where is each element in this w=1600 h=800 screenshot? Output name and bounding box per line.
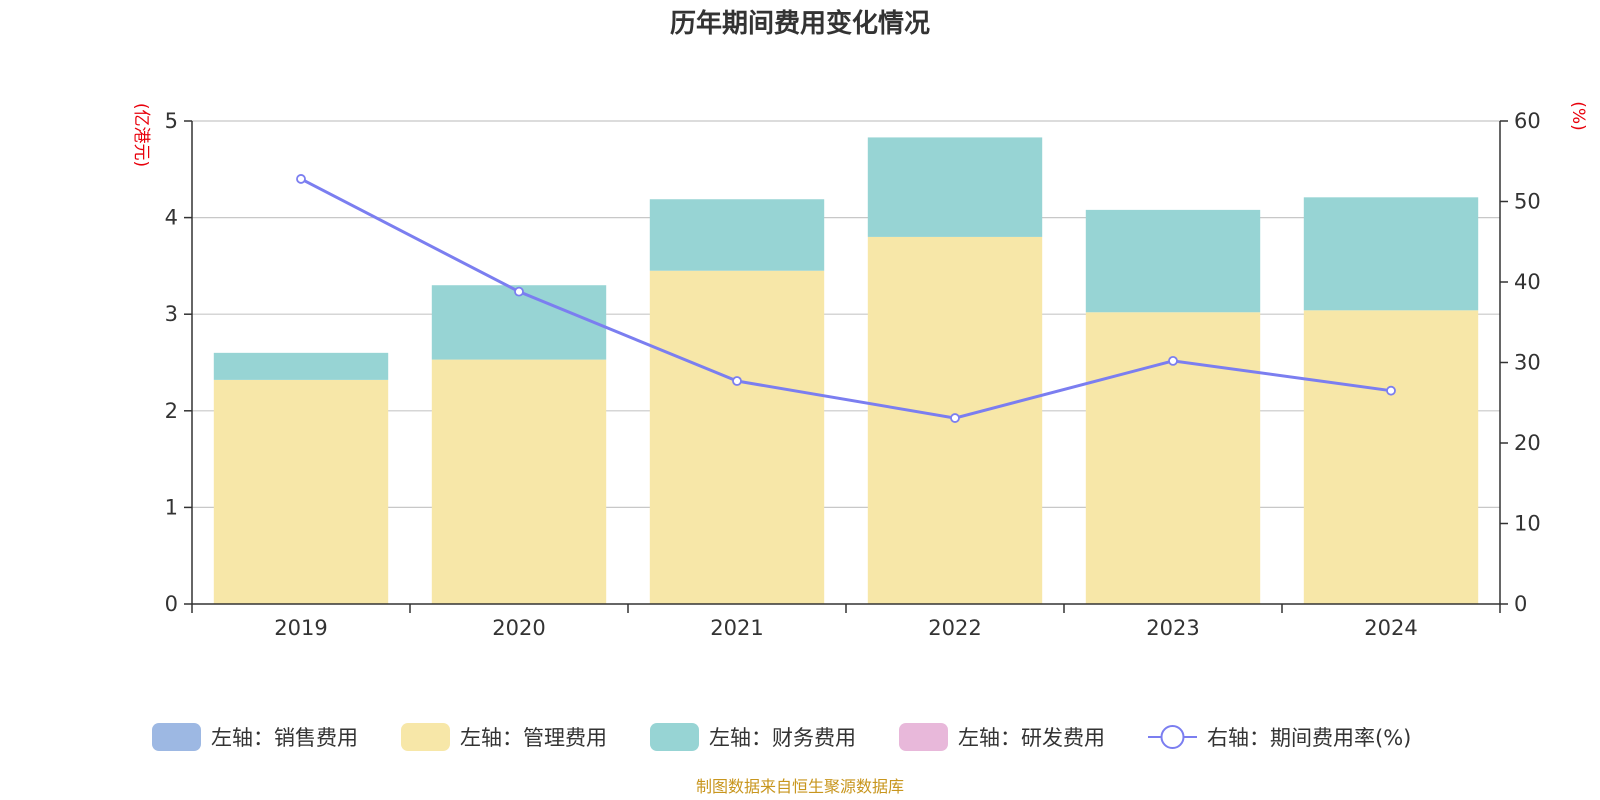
legend-marker bbox=[1160, 725, 1185, 749]
bar-segment bbox=[867, 137, 1043, 237]
bar-segment bbox=[213, 352, 389, 380]
legend-label: 左轴：研发费用 bbox=[958, 726, 1105, 750]
legend-swatch bbox=[650, 723, 699, 751]
right-axis-tick-label: 60 bbox=[1514, 109, 1541, 133]
rate-point bbox=[732, 376, 742, 386]
right-axis-tick-label: 20 bbox=[1514, 431, 1541, 455]
legend: 左轴：销售费用 左轴：管理费用 左轴：财务费用 左轴：研发费用 右轴：期间费用率(%) bbox=[152, 723, 1411, 751]
x-axis-tick-label: 2022 bbox=[928, 616, 981, 640]
right-axis-unit: (%) bbox=[1568, 101, 1588, 130]
left-axis-tick-label: 1 bbox=[165, 495, 178, 519]
legend-swatch bbox=[152, 723, 201, 751]
rate-point bbox=[1168, 355, 1178, 366]
left-axis-tick-label: 0 bbox=[165, 592, 178, 616]
rate-point bbox=[1386, 385, 1396, 396]
x-axis-tick-label: 2024 bbox=[1364, 616, 1417, 640]
x-axis-tick-label: 2023 bbox=[1146, 616, 1199, 640]
right-axis-tick-label: 50 bbox=[1514, 190, 1541, 214]
gridlines bbox=[192, 120, 1500, 508]
x-axis-tick-label: 2020 bbox=[492, 616, 545, 640]
legend-label: 左轴：管理费用 bbox=[460, 726, 607, 750]
chart-title: 历年期间费用变化情况 bbox=[670, 8, 930, 39]
rate-line bbox=[300, 177, 1392, 420]
right-axis-tick-label: 10 bbox=[1514, 512, 1541, 536]
bar-segment bbox=[1085, 209, 1261, 313]
left-axis-tick-label: 5 bbox=[165, 109, 178, 133]
left-axis-tick-label: 4 bbox=[165, 206, 178, 230]
rate-point bbox=[514, 286, 524, 297]
bar-segment bbox=[431, 359, 607, 604]
bar-segment bbox=[1303, 310, 1479, 604]
legend-label: 左轴：销售费用 bbox=[211, 726, 358, 750]
bar-segment bbox=[1303, 197, 1479, 311]
legend-swatch bbox=[401, 723, 450, 751]
bar-series bbox=[213, 137, 1479, 605]
line-series bbox=[296, 174, 1396, 423]
bar-segment bbox=[431, 285, 607, 360]
source-note: 制图数据来自恒生聚源数据库 bbox=[696, 777, 904, 796]
x-axis-tick-label: 2021 bbox=[710, 616, 763, 640]
left-axis-tick-label: 3 bbox=[165, 302, 178, 326]
legend-label: 右轴：期间费用率(%) bbox=[1207, 726, 1411, 750]
right-axis-tick-label: 40 bbox=[1514, 270, 1541, 294]
bar-segment bbox=[649, 199, 825, 271]
rate-point bbox=[950, 413, 960, 423]
x-axis-tick-label: 2019 bbox=[274, 616, 327, 640]
bar-segment bbox=[649, 270, 825, 604]
legend-swatch bbox=[899, 723, 948, 751]
bar-segment bbox=[213, 379, 389, 604]
right-axis-tick-label: 0 bbox=[1514, 592, 1527, 616]
right-axis-tick-label: 30 bbox=[1514, 351, 1541, 375]
left-axis-tick-label: 2 bbox=[165, 399, 178, 423]
legend-label: 左轴：财务费用 bbox=[709, 726, 856, 750]
left-axis-unit: (亿港元) bbox=[131, 103, 151, 167]
rate-point bbox=[296, 174, 306, 184]
